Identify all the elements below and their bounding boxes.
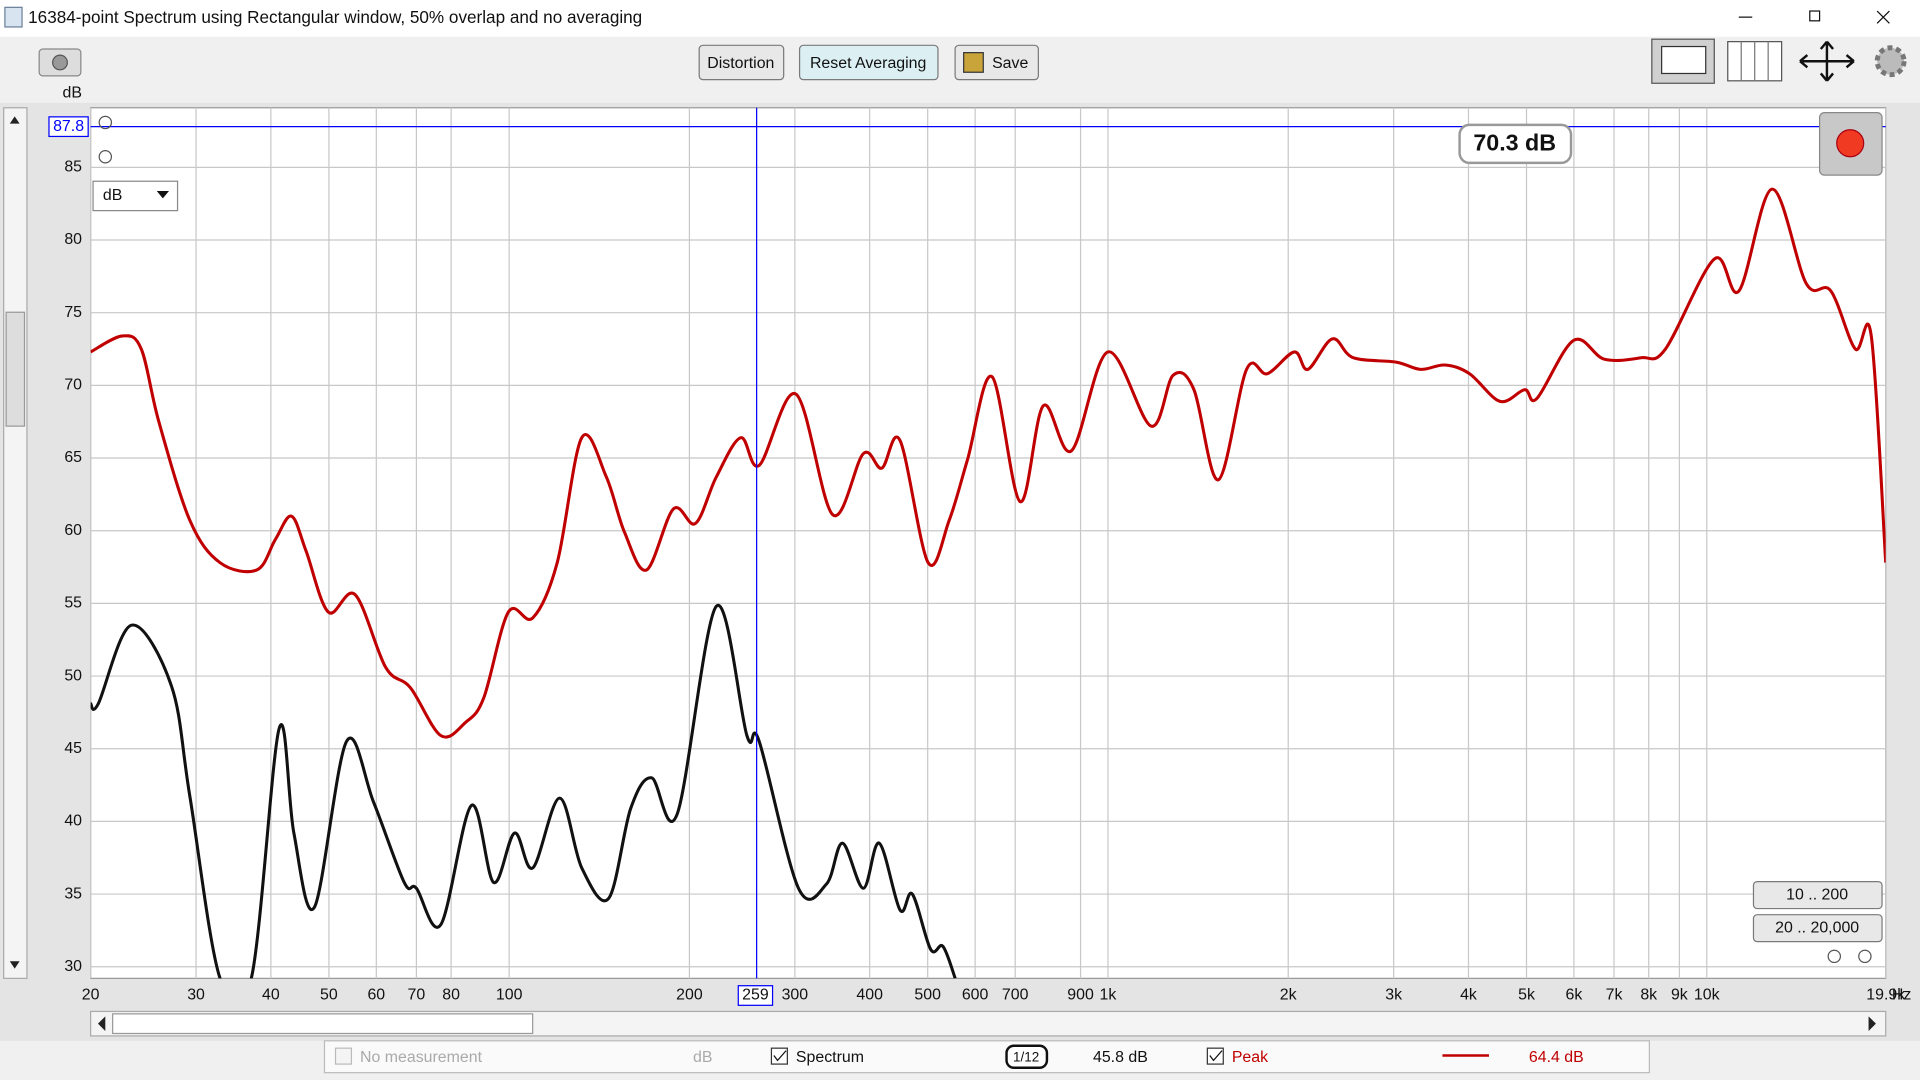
layout-icon (1661, 45, 1707, 75)
scroll-thumb[interactable] (112, 1013, 534, 1035)
legend-box (323, 1040, 1650, 1074)
x-tick-label: 50 (320, 987, 338, 1004)
y-tick-label: 80 (64, 231, 82, 248)
legend-series-name: Peak (1232, 1049, 1268, 1066)
cursor-y-label: 87.8 (53, 118, 84, 135)
y-tick-label: 40 (64, 813, 82, 830)
x-tick-label: 3k (1385, 987, 1402, 1004)
plot-area (90, 107, 1887, 979)
cursor-x-label: 259 (742, 987, 769, 1004)
legend-reading: 45.8 dB (1093, 1049, 1148, 1066)
y-tick-label: 55 (64, 595, 82, 612)
x-tick-label: 9k (1671, 987, 1688, 1004)
x-tick-label: 80 (442, 987, 460, 1004)
y-tick-label: 75 (64, 304, 82, 321)
x-tick-label: 2k (1280, 987, 1297, 1004)
cursor-readout-box (1458, 123, 1573, 165)
x-zoom-out[interactable] (1827, 949, 1842, 964)
x-tick-label: 19.9k (1866, 987, 1905, 1004)
x-tick-label: 900 (1067, 987, 1094, 1004)
legend-series-name: Spectrum (796, 1049, 864, 1066)
x-tick-label: 400 (856, 987, 883, 1004)
x-tick-label: 10k (1694, 987, 1720, 1004)
legend-empty-unit: dB (693, 1049, 712, 1066)
y-tick-label: 50 (64, 667, 82, 684)
scroll-thumb[interactable] (5, 311, 26, 427)
x-tick-label: 1k (1100, 987, 1117, 1004)
range-button[interactable] (1752, 881, 1883, 910)
x-tick-label: 40 (262, 987, 280, 1004)
app-icon (4, 6, 23, 28)
vertical-scrollbar[interactable] (3, 107, 28, 979)
title-bar (0, 0, 1920, 37)
restore-button[interactable] (1809, 10, 1821, 22)
x-tick-label: 500 (914, 987, 941, 1004)
reset-averaging-button[interactable] (798, 44, 939, 81)
close-button[interactable] (1876, 10, 1890, 24)
checkbox[interactable] (334, 1047, 353, 1065)
cursor-x-box (737, 985, 774, 1006)
legend-empty-label: No measurement (360, 1049, 483, 1066)
distortion-button[interactable] (698, 44, 785, 81)
cursor-y-box (48, 116, 89, 138)
save-icon (963, 52, 984, 73)
check-mark (773, 1050, 787, 1062)
unit-dropdown-value: dB (103, 187, 122, 204)
columns-icon (1740, 41, 1769, 81)
series-line (90, 187, 1886, 739)
x-tick-label: 600 (962, 987, 989, 1004)
x-tick-label: 60 (367, 987, 385, 1004)
x-unit: Hz (1892, 987, 1911, 1004)
button-label: Save (992, 55, 1028, 72)
x-tick-label: 70 (408, 987, 426, 1004)
x-tick-label: 20 (82, 987, 100, 1004)
camera-lens (52, 54, 68, 71)
checkbox[interactable] (770, 1047, 788, 1065)
smoothing-label: 1/12 (1013, 1050, 1039, 1065)
y-tick-label: 70 (64, 377, 82, 394)
x-tick-label: 6k (1566, 987, 1583, 1004)
x-tick-label: 30 (187, 987, 205, 1004)
y-tick-label: 85 (64, 159, 82, 176)
x-zoom-in[interactable] (1858, 949, 1872, 964)
check-mark (1209, 1050, 1223, 1062)
dropdown-arrow (156, 191, 169, 199)
y-tick-label: 30 (64, 958, 82, 975)
legend-reading: 64.4 dB (1529, 1049, 1584, 1066)
range-label: 10 .. 200 (1786, 886, 1848, 903)
checkbox[interactable] (1206, 1047, 1224, 1065)
cursor-readout: 70.3 dB (1473, 130, 1556, 156)
range-button[interactable] (1752, 914, 1883, 943)
y-tick-label: 60 (64, 522, 82, 539)
y-tick-label: 45 (64, 740, 82, 757)
x-tick-label: 5k (1518, 987, 1535, 1004)
button-label: Distortion (707, 55, 774, 72)
zoom-out-icon[interactable] (98, 150, 113, 164)
y-tick-label: 65 (64, 449, 82, 466)
x-tick-label: 200 (676, 987, 703, 1004)
x-tick-label: 8k (1640, 987, 1657, 1004)
x-tick-label: 300 (782, 987, 809, 1004)
series-line (90, 603, 957, 979)
settings-button[interactable] (1874, 45, 1907, 78)
zoom-in-icon[interactable] (98, 115, 113, 130)
window-title: 16384-point Spectrum using Rectangular w… (28, 7, 642, 27)
record-indicator (1836, 129, 1865, 158)
button-label: Reset Averaging (810, 55, 926, 72)
x-tick-label: 7k (1606, 987, 1623, 1004)
x-tick-label: 700 (1002, 987, 1029, 1004)
x-tick-label: 4k (1460, 987, 1477, 1004)
smoothing-button[interactable] (1005, 1044, 1049, 1069)
x-tick-label: 100 (496, 987, 523, 1004)
range-label: 20 .. 20,000 (1775, 919, 1859, 936)
y-tick-label: 35 (64, 885, 82, 902)
fit-button[interactable] (1799, 40, 1855, 82)
y-unit: dB (63, 84, 82, 101)
